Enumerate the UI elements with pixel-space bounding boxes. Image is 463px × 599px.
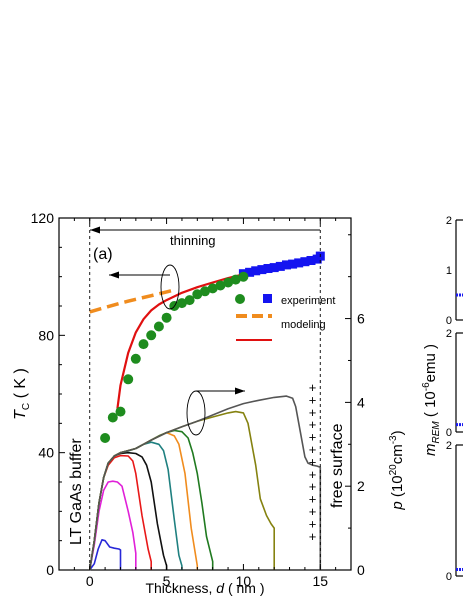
legend: experiment modeling [235,294,335,341]
data-point-circle [153,321,164,332]
data-point-square [269,263,279,273]
right-panel-y-axis-label: mREM ( 10-6emu ) [421,344,442,456]
data-point-circle [192,289,203,300]
surface-plus-sign: + [309,380,317,395]
left-y-tick-label: 120 [31,210,55,226]
data-point-circle [100,433,111,443]
right-sub-panel-tick-label: 1 [446,265,452,277]
data-point-circle [223,277,234,288]
surface-plus-sign: + [309,467,317,482]
x-tick-label: 5 [163,573,171,589]
x-tick-label: 0 [86,573,94,589]
x-axis-ticks: 0 5 10 15 [58,218,352,589]
data-point-circle [161,312,172,323]
surface-label: free surface [329,423,346,508]
series-line-hole-profile-15nm [88,395,322,571]
right-sub-panel-tick-label: 2 [446,440,452,452]
data-point-circle [107,412,118,423]
data-point-square [306,256,316,265]
data-point-circle [130,353,141,364]
right-sub-panel-tick-label: 0 [446,315,452,327]
surface-charges: +++++++++++++ [309,380,317,544]
data-point-square [257,265,267,275]
right-y-tick-label: 6 [357,311,365,327]
data-point-circle [207,283,218,294]
series-line-tc-modeling-dashed [89,288,175,314]
series-line-hole-profile-2nm [88,480,137,571]
data-point-circle [184,295,195,306]
curve-layer [88,256,322,571]
buffer-label: LT GaAs buffer [68,438,85,545]
panel-label: (a) [93,246,113,263]
data-point-square [251,266,261,276]
surface-plus-sign: + [309,492,317,507]
data-point-circle [115,406,126,417]
tc-axis-arrow [109,264,180,310]
legend-label-modeling: modeling [281,319,326,331]
right-y-tick-label: 2 [357,478,365,494]
thinning-arrow [90,226,320,234]
left-y-tick-label: 80 [38,327,54,343]
boundary-lines [89,218,321,570]
data-point-circle [176,298,187,309]
left-y-axis-label: TC ( K ) [12,368,32,420]
surface-plus-sign: + [309,405,317,420]
x-tick-label: 15 [312,573,328,589]
legend-label-experiment: experiment [281,295,335,307]
data-point-circle [238,271,249,282]
left-y-tick-label: 40 [38,445,54,461]
right-y-axis-ticks: 0 2 4 6 [345,234,365,578]
data-point-circle [123,374,134,385]
data-point-circle [146,330,157,341]
right-y-axis-label: p (1020cm-3) [388,430,406,510]
data-point-square [263,264,273,273]
plot-frame [58,217,352,571]
x-axis-label: Thickness, d ( nm ) [145,580,264,596]
left-y-axis-ticks: 0 40 80 120 [31,210,65,578]
right-sub-panel-tick-label: 2 [446,215,452,227]
left-y-tick-label: 0 [46,562,54,578]
surface-plus-sign: + [309,516,317,531]
legend-marker-circle [235,294,245,304]
right-y-tick-label: 0 [357,562,365,578]
surface-plus-sign: + [309,479,317,494]
data-point-square [275,261,285,271]
data-point-square [300,257,310,267]
data-point-square [288,259,298,269]
surface-plus-sign: + [309,417,317,432]
marker-layer [100,251,325,443]
p-axis-arrow [186,387,245,436]
thinning-label: thinning [170,233,216,248]
surface-plus-sign: + [309,529,317,544]
data-point-circle [215,280,226,291]
surface-plus-sign: + [309,430,317,445]
data-point-square [294,258,304,268]
surface-plus-sign: + [309,442,317,457]
surface-plus-sign: + [309,392,317,407]
right-y-tick-label: 4 [357,394,365,410]
right-sub-panel-tick-label: 2 [446,328,452,340]
legend-marker-square [263,294,272,303]
right-sub-panel-tick-label: 0 [446,571,452,583]
series-line-hole-profile-10nm [88,410,276,571]
data-point-circle [230,274,241,285]
data-point-circle [200,286,210,297]
data-point-square [245,267,255,277]
series-line-hole-profile-6nm [88,431,199,571]
series-line-hole-profile-1nm [89,538,122,571]
x-tick-label: 10 [236,573,252,589]
right-sub-panel-tick-label: 0 [446,427,452,439]
surface-plus-sign: + [309,454,317,469]
surface-plus-sign: + [309,504,317,519]
data-point-square [282,260,291,270]
data-point-circle [138,339,149,350]
